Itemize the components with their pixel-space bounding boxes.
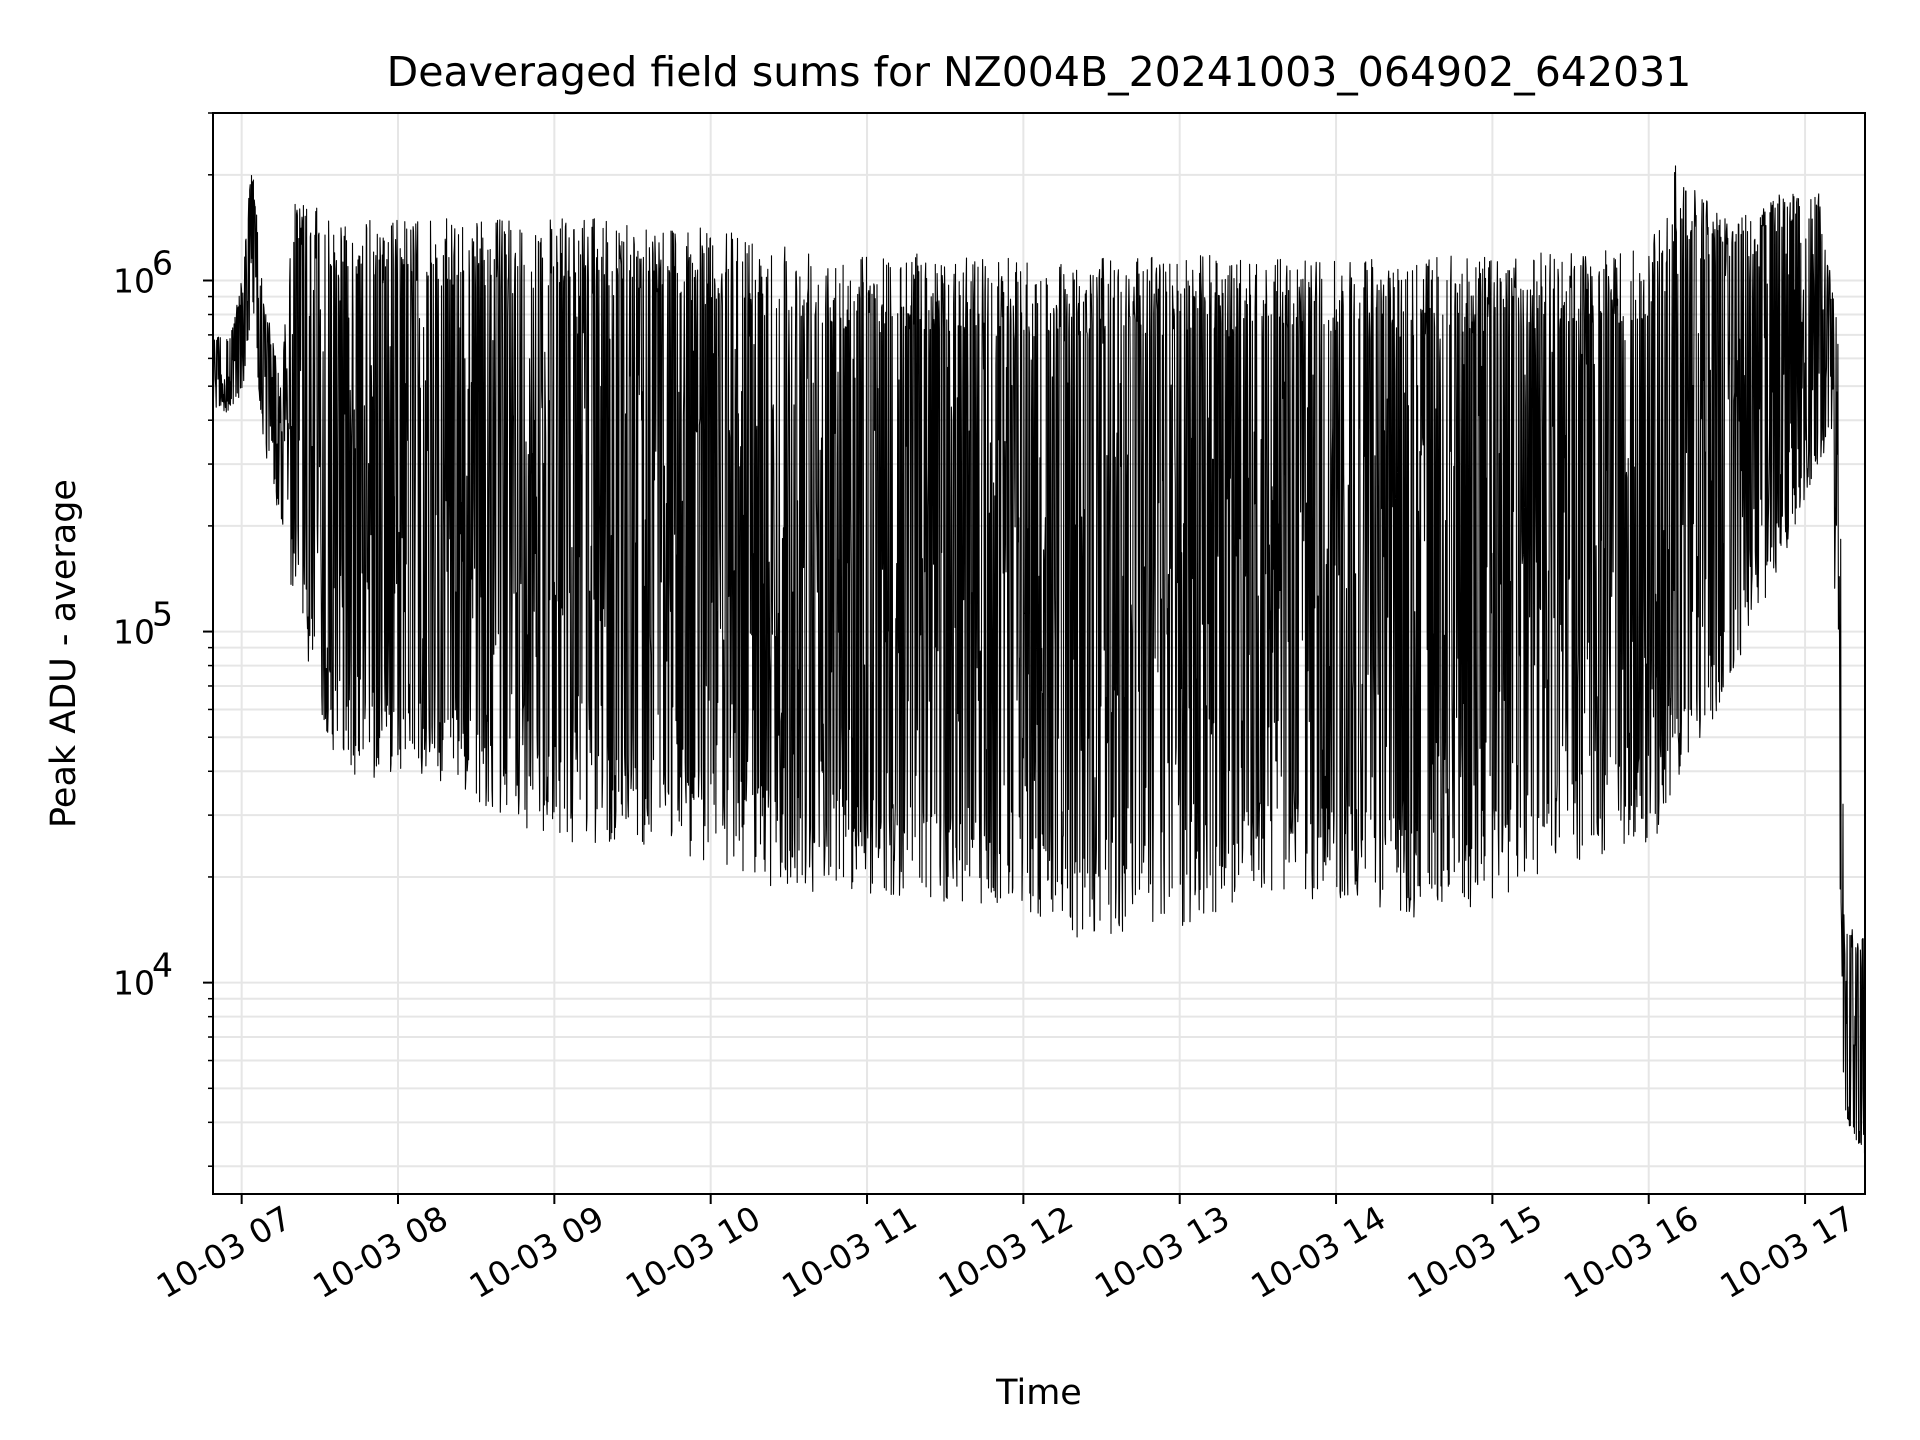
y-tick-base: 10 xyxy=(113,613,155,652)
y-tick-exponent: 4 xyxy=(152,946,173,985)
y-tick-label: 10 xyxy=(113,964,155,1003)
y-axis-label: Peak ADU - average xyxy=(44,479,84,828)
x-axis-label: Time xyxy=(995,1373,1082,1413)
y-tick-exponent: 5 xyxy=(152,595,173,634)
y-tick-base: 10 xyxy=(113,262,155,301)
plot-frame xyxy=(212,112,1866,1195)
chart-title: Deaveraged field sums for NZ004B_2024100… xyxy=(387,48,1692,96)
series-layer xyxy=(213,165,1865,1154)
y-tick-label: 10 xyxy=(113,262,155,301)
y-tick-label: 10 xyxy=(113,613,155,652)
series-line-peak-adu xyxy=(213,165,1865,1154)
y-tick-base: 10 xyxy=(113,964,155,1003)
y-tick-exponent: 6 xyxy=(152,244,173,283)
